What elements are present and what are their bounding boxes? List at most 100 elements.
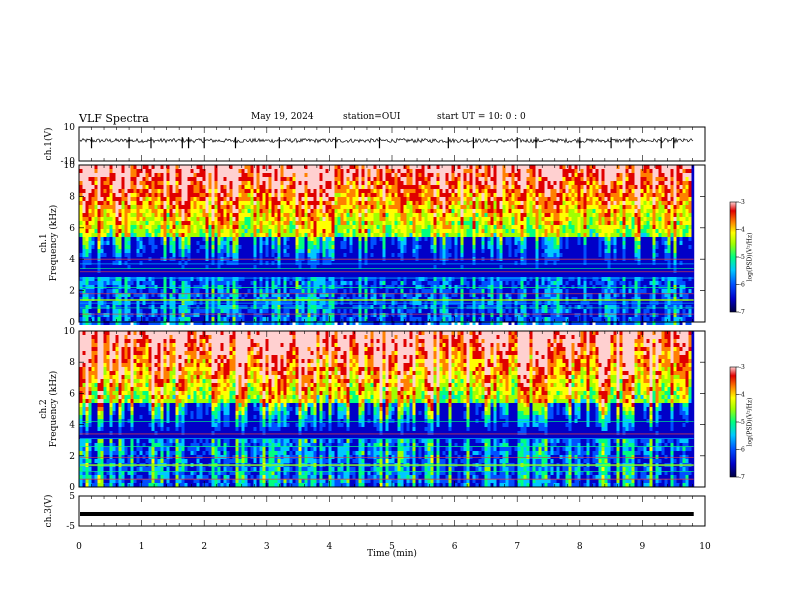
spectrogram-cell [460, 177, 464, 181]
spectrogram-cell [79, 217, 83, 221]
spectrogram-cell [358, 245, 362, 249]
spectrogram-cell [469, 173, 473, 177]
spectrogram-cell [247, 193, 251, 197]
spectrogram-cell [226, 265, 230, 269]
spectrogram-cell [433, 225, 437, 229]
spectrogram-cell [391, 313, 395, 317]
spectrogram-cell [289, 201, 293, 205]
spectrogram-cell [97, 189, 101, 193]
spectrogram-cell [91, 193, 95, 197]
spectrogram-cell [421, 253, 425, 257]
spectrogram-cell [310, 205, 314, 209]
spectrogram-cell [406, 201, 410, 205]
spectrogram-cell [91, 169, 95, 173]
spectrogram-cell [97, 193, 101, 197]
spectrogram-cell [118, 249, 122, 253]
spectrogram-cell [424, 309, 428, 313]
spectrogram-cell [265, 305, 269, 309]
spectrogram-cell [448, 305, 452, 309]
spectrogram-cell [190, 169, 194, 173]
spectrogram-cell [181, 293, 185, 297]
spectrogram-cell [142, 169, 146, 173]
spectrogram-cell [442, 277, 446, 281]
spectrogram-cell [394, 205, 398, 209]
spectrogram-cell [130, 185, 134, 189]
spectrogram-cell [433, 297, 437, 301]
spectrogram-cell [466, 189, 470, 193]
spectrogram-cell [448, 221, 452, 225]
spectrogram-cell [247, 217, 251, 221]
spectrogram-cell [172, 249, 176, 253]
spectrogram-cell [214, 221, 218, 225]
spectrogram-cell [436, 277, 440, 281]
spectrogram-cell [298, 217, 302, 221]
spectrogram-cell [211, 229, 215, 233]
spectrogram-cell [289, 221, 293, 225]
spectrogram-cell [247, 321, 251, 325]
spectrogram-cell [313, 185, 317, 189]
spectrogram-cell [298, 277, 302, 281]
spectrogram-cell [205, 209, 209, 213]
spectrogram-cell [190, 261, 194, 265]
spectrogram-cell [253, 229, 257, 233]
spectrogram-cell [202, 229, 206, 233]
spectrogram-cell [373, 181, 377, 185]
spectrogram-cell [151, 253, 155, 257]
spectrogram-cell [253, 217, 257, 221]
spectrogram-cell [328, 253, 332, 257]
spectrogram-cell [196, 177, 200, 181]
spectrogram-cell [469, 289, 473, 293]
spectrogram-cell [370, 265, 374, 269]
spectrogram-cell [103, 321, 107, 325]
spectrogram-cell [346, 205, 350, 209]
spectrogram-cell [181, 317, 185, 321]
spectrogram-cell [415, 173, 419, 177]
spectrogram-cell [505, 181, 509, 185]
spectrogram-cell [223, 297, 227, 301]
spectrogram-cell [400, 293, 404, 297]
spectrogram-cell [403, 165, 407, 169]
spectrogram-cell [406, 193, 410, 197]
spectrogram-cell [178, 293, 182, 297]
spectrogram-cell [82, 209, 86, 213]
spectrogram-cell [367, 293, 371, 297]
spectrogram-cell [118, 281, 122, 285]
spectrogram-cell [436, 185, 440, 189]
spectrogram-cell [238, 209, 242, 213]
spectrogram-cell [478, 321, 482, 325]
spectrogram-cell [142, 229, 146, 233]
spectrogram-cell [418, 213, 422, 217]
spectrogram-cell [472, 261, 476, 265]
spectrogram-cell [499, 197, 503, 201]
spectrogram-cell [310, 261, 314, 265]
spectrogram-cell [220, 225, 224, 229]
spectrogram-cell [82, 245, 86, 249]
spectrogram-cell [493, 169, 497, 173]
spectrogram-cell [388, 233, 392, 237]
spectrogram-cell [115, 169, 119, 173]
spectrogram-cell [373, 233, 377, 237]
spectrogram-cell [388, 225, 392, 229]
spectrogram-cell [505, 281, 509, 285]
spectrogram-cell [298, 305, 302, 309]
spectrogram-cell [295, 285, 299, 289]
spectrogram-cell [496, 225, 500, 229]
spectrogram-cell [130, 197, 134, 201]
spectrogram-cell [451, 197, 455, 201]
spectrogram-cell [154, 245, 158, 249]
spectrogram-cell [298, 173, 302, 177]
spectrogram-cell [328, 321, 332, 325]
spectrogram-cell [178, 281, 182, 285]
spectrogram-cell [187, 209, 191, 213]
spectrogram-cell [163, 237, 167, 241]
spectrogram-cell [217, 237, 221, 241]
spectrogram-cell [286, 237, 290, 241]
spectrogram-cell [232, 309, 236, 313]
spectrogram-cell [364, 169, 368, 173]
spectrogram-cell [196, 313, 200, 317]
spectrogram-cell [292, 233, 296, 237]
spectrogram-cell [379, 305, 383, 309]
spectrogram-cell [133, 189, 137, 193]
spectrogram-cell [487, 245, 491, 249]
spectrogram-cell [271, 309, 275, 313]
